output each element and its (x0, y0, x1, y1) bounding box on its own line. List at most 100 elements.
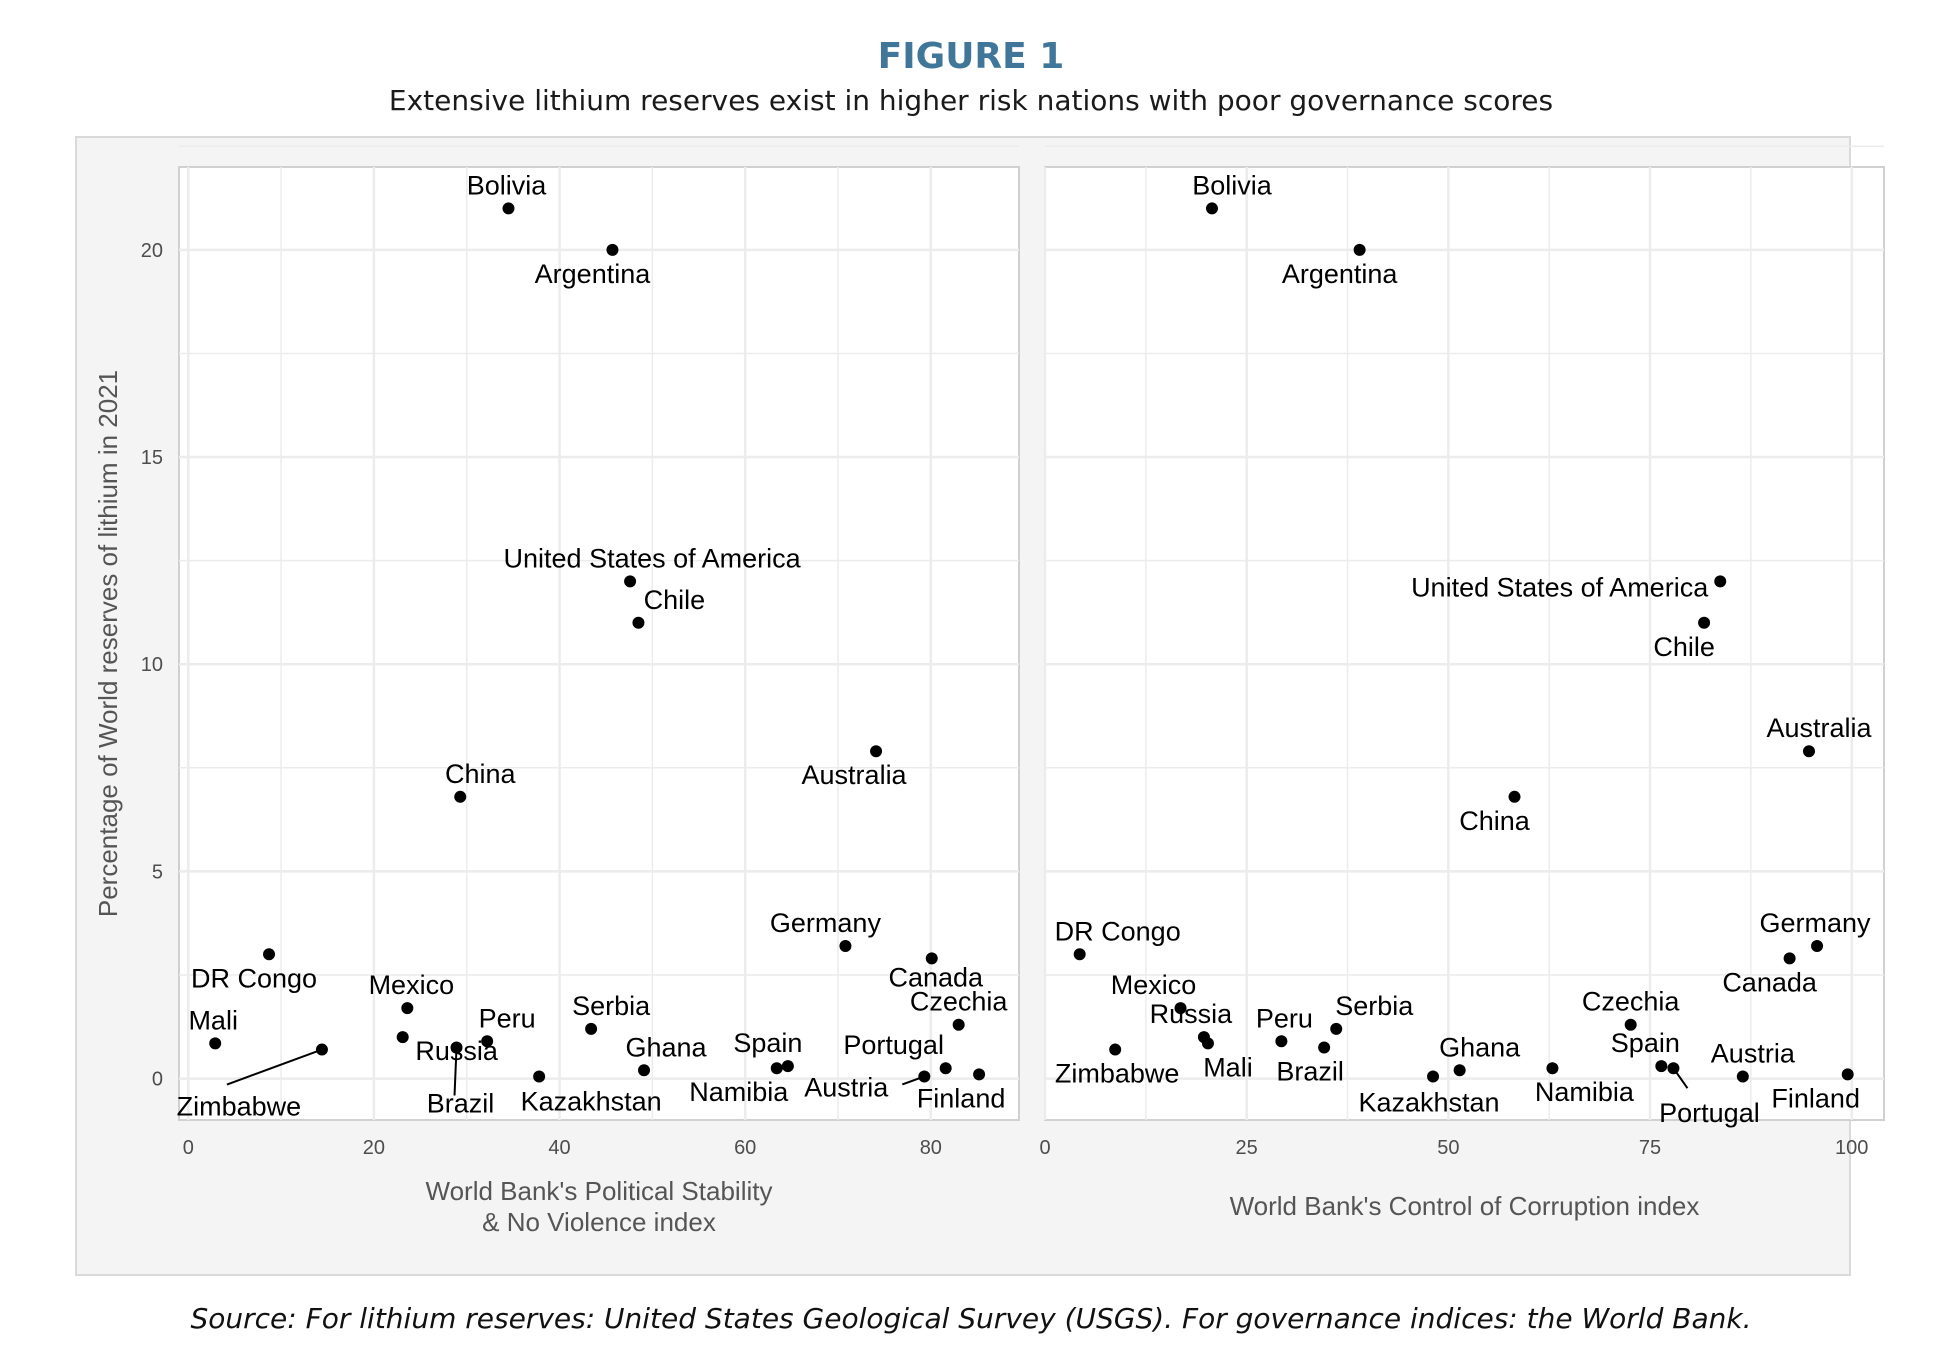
x-tick-label: 0 (1039, 1137, 1050, 1159)
point-label-bolivia: Bolivia (467, 170, 548, 200)
x-tick-label: 0 (183, 1137, 194, 1159)
data-point-mexico (401, 1002, 414, 1015)
point-label-kazakhstan: Kazakhstan (1358, 1087, 1499, 1117)
point-label-united-states-of-america: United States of America (1411, 572, 1709, 602)
data-point-brazil (450, 1041, 463, 1054)
point-label-china: China (445, 759, 517, 789)
data-point-argentina (606, 243, 619, 256)
point-label-canada: Canada (888, 962, 984, 992)
point-label-brazil: Brazil (1276, 1056, 1344, 1086)
data-point-bolivia (1205, 202, 1218, 215)
point-label-portugal: Portugal (1659, 1098, 1760, 1128)
data-point-finland (973, 1068, 986, 1081)
data-point-mali (1201, 1037, 1214, 1050)
point-label-mali: Mali (1203, 1052, 1253, 1082)
data-point-czechia (952, 1018, 965, 1031)
data-point-china (1508, 790, 1521, 803)
x-tick-label: 40 (548, 1137, 570, 1159)
point-label-zimbabwe: Zimbabwe (177, 1092, 302, 1122)
data-point-serbia (1330, 1022, 1343, 1035)
y-tick-label: 10 (141, 654, 163, 676)
y-tick-label: 15 (141, 447, 163, 469)
data-point-china (454, 790, 467, 803)
data-point-namibia (1546, 1062, 1559, 1075)
point-label-dr-congo: DR Congo (191, 963, 317, 993)
point-label-finland: Finland (1771, 1083, 1860, 1113)
point-label-russia: Russia (1150, 999, 1234, 1029)
point-label-chile: Chile (644, 585, 706, 615)
data-point-finland (1841, 1068, 1854, 1081)
point-label-canada: Canada (1722, 967, 1818, 997)
point-label-peru: Peru (1256, 1003, 1313, 1033)
point-label-germany: Germany (1760, 908, 1872, 938)
data-point-ghana (1453, 1064, 1466, 1077)
point-label-mexico: Mexico (369, 970, 455, 1000)
point-label-czechia: Czechia (1582, 987, 1681, 1017)
data-point-australia (870, 745, 883, 758)
point-label-serbia: Serbia (572, 991, 651, 1021)
data-point-kazakhstan (1427, 1070, 1440, 1083)
data-point-dr-congo (263, 948, 276, 961)
data-point-chile (1698, 616, 1711, 629)
data-point-zimbabwe (315, 1043, 328, 1056)
data-point-spain (1655, 1060, 1668, 1073)
data-point-russia (396, 1031, 409, 1044)
x-axis-title: & No Violence index (482, 1207, 716, 1237)
x-axis-title: World Bank's Control of Corruption index (1230, 1191, 1700, 1221)
point-label-spain: Spain (1611, 1028, 1680, 1058)
y-tick-label: 0 (152, 1069, 163, 1091)
leader-line-brazil (453, 1047, 458, 1096)
data-point-austria (918, 1070, 931, 1083)
point-label-peru: Peru (479, 1003, 536, 1033)
data-point-bolivia (502, 202, 515, 215)
data-point-portugal (939, 1062, 952, 1075)
plot-area-2 (1044, 166, 1885, 1121)
point-label-serbia: Serbia (1335, 991, 1414, 1021)
point-label-argentina: Argentina (535, 259, 652, 289)
point-label-mali: Mali (188, 1005, 238, 1035)
x-tick-label: 25 (1236, 1137, 1258, 1159)
data-point-peru (1275, 1035, 1288, 1048)
data-point-mexico (1174, 1002, 1187, 1015)
x-tick-label: 20 (363, 1137, 385, 1159)
source-note: Source: For lithium reserves: United Sta… (190, 1302, 1752, 1335)
data-point-spain (781, 1060, 794, 1073)
data-point-germany (839, 939, 852, 952)
point-label-chile: Chile (1653, 632, 1715, 662)
data-point-czechia (1624, 1018, 1637, 1031)
data-point-canada (1783, 952, 1796, 965)
point-label-australia: Australia (802, 760, 908, 790)
point-label-austria: Austria (1711, 1038, 1796, 1068)
point-label-portugal: Portugal (843, 1030, 944, 1060)
point-label-ghana: Ghana (625, 1032, 707, 1062)
data-point-brazil (1318, 1041, 1331, 1054)
data-point-kazakhstan (533, 1070, 546, 1083)
point-label-kazakhstan: Kazakhstan (521, 1086, 662, 1116)
data-point-austria (1736, 1070, 1749, 1083)
data-point-united-states-of-america (1714, 575, 1727, 588)
data-point-namibia (770, 1062, 783, 1075)
data-point-portugal (1667, 1062, 1680, 1075)
point-label-china: China (1459, 806, 1531, 836)
x-tick-label: 80 (920, 1137, 942, 1159)
point-label-australia: Australia (1766, 713, 1872, 743)
data-point-mali (209, 1037, 222, 1050)
point-label-argentina: Argentina (1282, 259, 1399, 289)
data-point-germany (1811, 939, 1824, 952)
point-label-finland: Finland (917, 1083, 1006, 1113)
data-point-peru (481, 1035, 494, 1048)
data-point-argentina (1353, 243, 1366, 256)
point-label-austria: Austria (804, 1072, 889, 1102)
figure-subtitle: Extensive lithium reserves exist in high… (388, 84, 1554, 117)
point-label-czechia: Czechia (910, 987, 1009, 1017)
figure-title: FIGURE 1 (877, 36, 1065, 77)
point-label-united-states-of-america: United States of America (504, 543, 802, 573)
data-point-chile (632, 616, 645, 629)
data-point-zimbabwe (1109, 1043, 1122, 1056)
point-label-spain: Spain (733, 1028, 802, 1058)
x-tick-label: 50 (1437, 1137, 1459, 1159)
y-axis-title: Percentage of World reserves of lithium … (93, 370, 123, 917)
x-axis-title: World Bank's Political Stability (426, 1176, 773, 1206)
point-label-zimbabwe: Zimbabwe (1055, 1059, 1180, 1089)
